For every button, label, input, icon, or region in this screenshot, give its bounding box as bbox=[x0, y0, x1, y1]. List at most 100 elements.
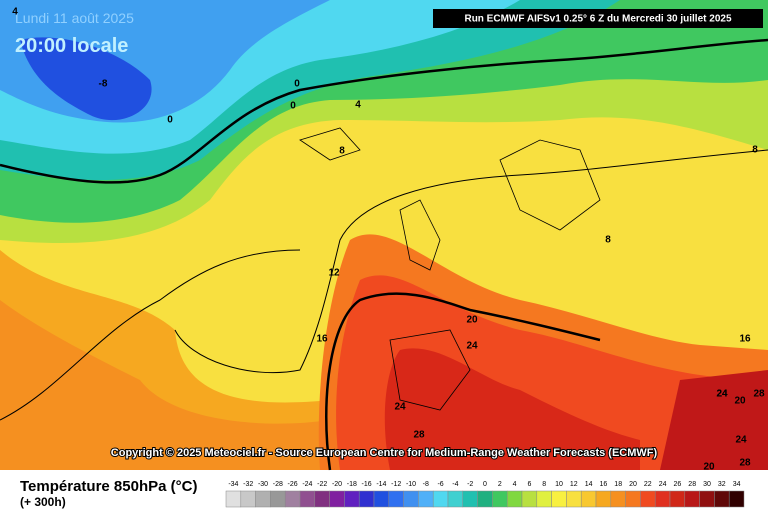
legend-subtitle: (+ 300h) bbox=[20, 495, 66, 509]
contour-label: 0 bbox=[294, 79, 300, 90]
contour-label: 4 bbox=[355, 100, 361, 111]
legend-tick: 0 bbox=[483, 481, 487, 488]
legend-swatch bbox=[477, 490, 493, 508]
legend-tick: -22 bbox=[317, 481, 327, 488]
legend-swatch bbox=[640, 490, 656, 508]
legend-tick: 2 bbox=[498, 481, 502, 488]
legend-tick: -6 bbox=[437, 481, 443, 488]
credit: Copyright © 2025 Meteociel.fr - Source E… bbox=[111, 447, 658, 459]
legend-tick: 6 bbox=[527, 481, 531, 488]
field-dark-red-east bbox=[660, 370, 768, 470]
legend-swatch bbox=[506, 490, 523, 508]
contour-label: 0 bbox=[167, 115, 173, 126]
legend-swatch bbox=[492, 490, 508, 508]
legend-swatch bbox=[314, 490, 330, 508]
legend-tick: -8 bbox=[423, 481, 429, 488]
legend-tick: -24 bbox=[302, 481, 312, 488]
legend-tick: 34 bbox=[733, 481, 741, 488]
contour-label: 8 bbox=[339, 146, 345, 157]
legend-tick: -14 bbox=[376, 481, 386, 488]
contour-16 bbox=[0, 249, 301, 421]
field-orange-dark bbox=[0, 300, 330, 470]
legend-swatch bbox=[654, 490, 671, 508]
legend-swatch bbox=[358, 490, 375, 508]
legend-swatch bbox=[418, 490, 434, 508]
contour-label: 20 bbox=[734, 396, 746, 407]
legend-swatch bbox=[625, 490, 641, 508]
legend-tick: 10 bbox=[555, 481, 563, 488]
legend-title: Température 850hPa (°C) bbox=[20, 478, 197, 495]
legend-tick: -30 bbox=[258, 481, 268, 488]
legend-swatch bbox=[610, 490, 626, 508]
contour-label: 24 bbox=[466, 341, 478, 352]
run-info: Run ECMWF AIFSv1 0.25° 6 Z du Mercredi 3… bbox=[464, 14, 731, 25]
legend-tick: -20 bbox=[332, 481, 342, 488]
legend-tick: -12 bbox=[391, 481, 401, 488]
legend-swatch bbox=[329, 490, 345, 508]
legend-tick: 18 bbox=[614, 481, 622, 488]
legend-swatch bbox=[270, 490, 286, 508]
legend-tick: -28 bbox=[273, 481, 283, 488]
contour-label: 24 bbox=[735, 435, 747, 446]
legend-tick: 24 bbox=[659, 481, 667, 488]
legend-swatch bbox=[521, 490, 538, 508]
date: Lundi 11 août 2025 bbox=[15, 10, 134, 26]
legend-tick: 22 bbox=[644, 481, 652, 488]
legend-swatch bbox=[284, 490, 301, 508]
legend-swatch bbox=[447, 490, 464, 508]
legend-swatch bbox=[344, 490, 360, 508]
legend-tick: 28 bbox=[688, 481, 696, 488]
legend-tick: -16 bbox=[362, 481, 372, 488]
contour-label: 4 bbox=[12, 7, 18, 18]
legend-tick: 4 bbox=[513, 481, 517, 488]
contour-label: 24 bbox=[716, 389, 728, 400]
legend-swatch bbox=[299, 490, 316, 508]
field-dark-red bbox=[384, 348, 640, 470]
contour-label: 20 bbox=[703, 462, 715, 473]
legend-swatch bbox=[669, 490, 686, 508]
legend-swatch bbox=[225, 490, 242, 508]
contour-label: -8 bbox=[99, 79, 108, 90]
legend-tick: 16 bbox=[600, 481, 608, 488]
contour-label: 28 bbox=[739, 458, 751, 469]
legend-swatch bbox=[728, 490, 745, 508]
contour-12 bbox=[174, 149, 768, 374]
contour-label: 24 bbox=[394, 402, 406, 413]
legend-tick: 32 bbox=[718, 481, 726, 488]
contour-label: 20 bbox=[466, 315, 478, 326]
legend-swatch bbox=[432, 490, 449, 508]
contour-label: 24 bbox=[716, 389, 728, 400]
contour-label: 0 bbox=[290, 101, 296, 112]
legend-swatch bbox=[403, 490, 419, 508]
contour-label: 28 bbox=[413, 430, 425, 441]
legend-swatch bbox=[551, 490, 567, 508]
legend-tick: 26 bbox=[674, 481, 682, 488]
legend-swatch bbox=[240, 490, 256, 508]
time: 20:00 locale bbox=[15, 35, 128, 57]
legend-swatch bbox=[373, 490, 390, 508]
run-box bbox=[433, 9, 763, 28]
legend-tick: -18 bbox=[347, 481, 357, 488]
legend-swatch bbox=[684, 490, 700, 508]
legend-swatch bbox=[699, 490, 715, 508]
contour-label: 8 bbox=[605, 235, 611, 246]
legend-swatch bbox=[566, 490, 582, 508]
legend-swatch bbox=[536, 490, 552, 508]
legend-tick: 8 bbox=[542, 481, 546, 488]
legend-tick: 30 bbox=[703, 481, 711, 488]
legend-tick: 12 bbox=[570, 481, 578, 488]
field-deep-blue bbox=[20, 37, 152, 121]
legend-swatch bbox=[580, 490, 597, 508]
legend-tick: -4 bbox=[452, 481, 458, 488]
legend-tick: -34 bbox=[228, 481, 238, 488]
legend-swatch bbox=[255, 490, 271, 508]
legend-tick: 20 bbox=[629, 481, 637, 488]
contour-label: 16 bbox=[316, 334, 328, 345]
contour-label: 28 bbox=[753, 389, 765, 400]
legend-swatch bbox=[388, 490, 404, 508]
contour-20 bbox=[325, 292, 601, 471]
legend-tick: -32 bbox=[243, 481, 253, 488]
legend-swatch bbox=[595, 490, 612, 508]
coastline bbox=[299, 127, 601, 411]
